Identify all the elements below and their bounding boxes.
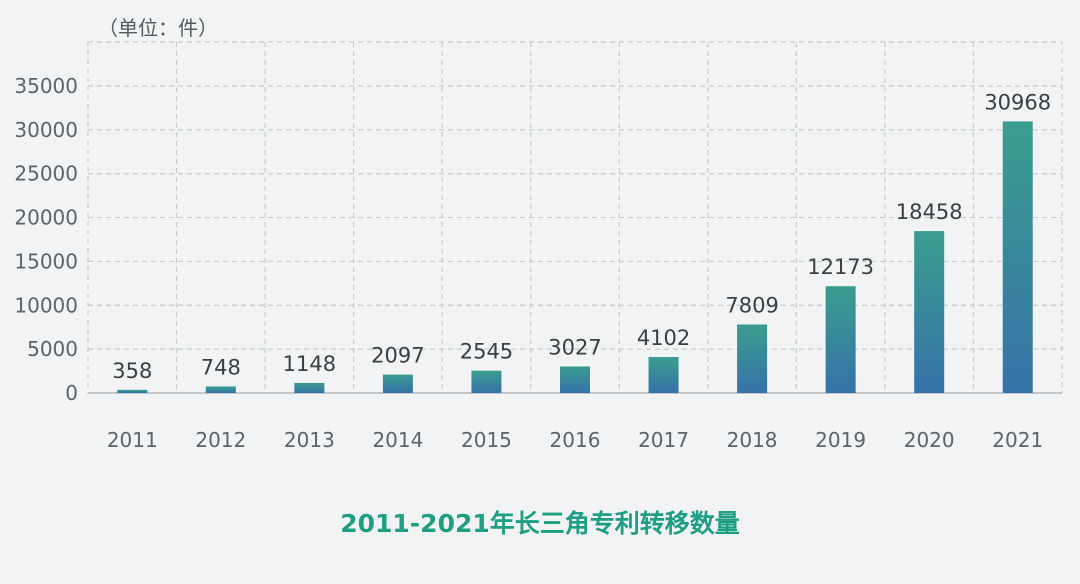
y-tick-label: 5000 bbox=[27, 337, 78, 361]
x-tick-label: 2016 bbox=[550, 428, 601, 452]
bar bbox=[294, 382, 325, 393]
grid-layer bbox=[87, 41, 1063, 394]
value-label: 4102 bbox=[637, 326, 690, 350]
x-tick-label: 2017 bbox=[638, 428, 689, 452]
bar bbox=[648, 357, 679, 393]
bar bbox=[382, 374, 413, 393]
bar bbox=[914, 231, 945, 393]
value-label: 18458 bbox=[896, 200, 963, 224]
bar bbox=[205, 386, 236, 393]
y-tick-label: 25000 bbox=[14, 162, 78, 186]
value-label: 12173 bbox=[807, 255, 874, 279]
x-tick-label: 2021 bbox=[992, 428, 1043, 452]
y-tick-label: 20000 bbox=[14, 206, 78, 230]
x-tick-label: 2012 bbox=[195, 428, 246, 452]
bar-layer bbox=[117, 121, 1033, 394]
x-tick-label: 2019 bbox=[815, 428, 866, 452]
value-label: 748 bbox=[201, 355, 241, 379]
x-tick-label: 2011 bbox=[107, 428, 158, 452]
y-tick-label: 35000 bbox=[14, 74, 78, 98]
x-tick-label: 2020 bbox=[904, 428, 955, 452]
value-label: 2545 bbox=[460, 340, 513, 364]
bar bbox=[471, 370, 502, 393]
bar bbox=[825, 286, 856, 393]
bar-chart: 0 5000 10000 15000 20000 25000 30000 35000 2011 2… bbox=[14, 41, 1063, 452]
value-label: 358 bbox=[112, 359, 152, 383]
unit-label: （单位：件） bbox=[98, 16, 218, 40]
bar bbox=[737, 324, 768, 393]
x-tick-label: 2018 bbox=[727, 428, 778, 452]
label-layer: 358 748 1148 2097 2545 3027 4102 7809 12173 18458… bbox=[112, 90, 1051, 382]
value-label: 2097 bbox=[371, 344, 424, 368]
y-tick-label: 0 bbox=[65, 381, 78, 405]
bar bbox=[117, 389, 148, 393]
bar bbox=[1002, 121, 1033, 394]
y-tick-label: 30000 bbox=[14, 118, 78, 142]
y-tick-label: 15000 bbox=[14, 249, 78, 273]
y-tick-label: 10000 bbox=[14, 293, 78, 317]
x-tick-label: 2015 bbox=[461, 428, 512, 452]
value-label: 7809 bbox=[725, 294, 778, 318]
chart-title: 2011-2021年长三角专利转移数量 bbox=[340, 509, 740, 538]
x-tick-label: 2014 bbox=[372, 428, 423, 452]
bar bbox=[560, 366, 590, 393]
value-label: 30968 bbox=[984, 90, 1051, 114]
value-label: 1148 bbox=[283, 352, 336, 376]
x-tick-label: 2013 bbox=[284, 428, 335, 452]
value-label: 3027 bbox=[548, 335, 601, 359]
axis-layer: 0 5000 10000 15000 20000 25000 30000 35000 2011 2… bbox=[14, 74, 1062, 452]
